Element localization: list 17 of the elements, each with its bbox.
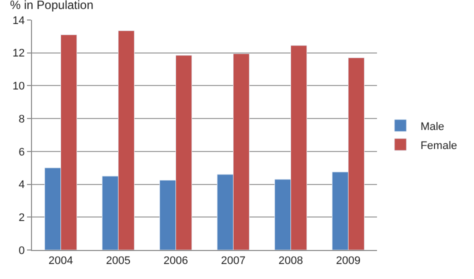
legend-label: Male <box>420 120 444 133</box>
legend-label: Female <box>420 140 458 152</box>
y-tick-label: 14 <box>12 14 25 27</box>
x-tick-label: 2008 <box>278 255 303 268</box>
y-tick-label: 10 <box>12 80 25 93</box>
y-tick-label: 12 <box>12 48 25 60</box>
x-tick-label: 2006 <box>164 255 188 268</box>
x-tick-label: 2009 <box>336 255 360 268</box>
x-tick-label: 2004 <box>48 255 73 268</box>
y-tick-label: 6 <box>18 146 25 158</box>
y-tick-label: 0 <box>18 244 25 257</box>
y-axis-title: % in Population <box>10 0 94 12</box>
y-tick-label: 8 <box>18 113 25 126</box>
x-tick-label: 2007 <box>221 255 246 268</box>
y-tick-label: 2 <box>18 212 25 224</box>
x-tick-label: 2005 <box>106 255 130 268</box>
y-tick-label: 4 <box>18 179 25 192</box>
